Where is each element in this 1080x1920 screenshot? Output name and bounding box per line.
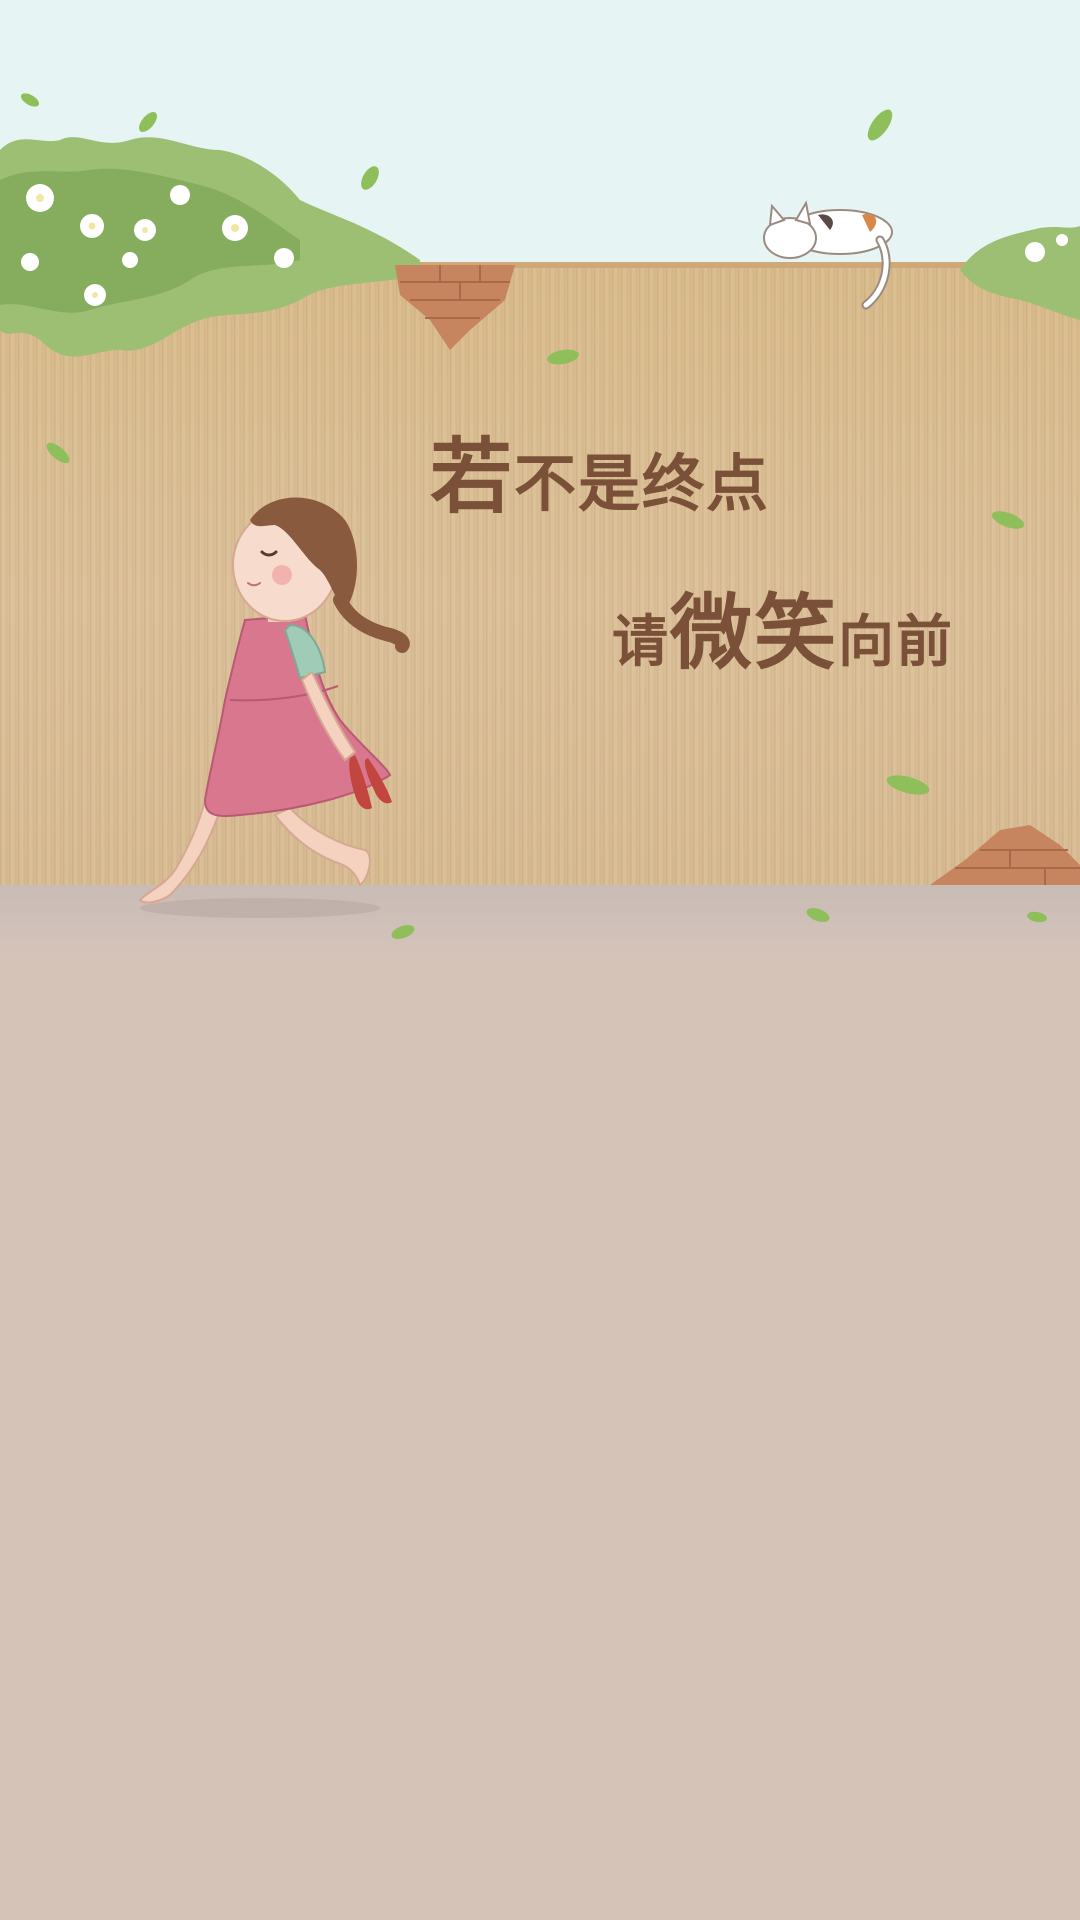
flower-bush-icon (960, 226, 1080, 320)
quote-line-2-lead: 请 (612, 610, 670, 675)
quote-line-2: 请微笑向前 (612, 566, 954, 685)
empty-lower-area (0, 955, 1080, 1920)
quote-line-1-lead: 若 (430, 430, 515, 525)
brick-patch-icon (930, 825, 1080, 885)
cat-icon (763, 200, 893, 310)
leaf-icon (20, 93, 1047, 939)
quote-line-2-emphasis: 微笑 (670, 586, 839, 681)
quote-line-2-rest: 向前 (838, 610, 955, 675)
illustration-layer (0, 93, 1080, 939)
flower-bush-icon (0, 137, 420, 357)
girl-walking-icon (138, 497, 410, 918)
quote-line-1: 若不是终点 (430, 410, 770, 529)
wall-top-edge (0, 262, 1080, 268)
brick-patch-icon (395, 265, 515, 350)
ground-path (0, 885, 1080, 955)
quote-line-1-rest: 不是终点 (514, 447, 771, 520)
